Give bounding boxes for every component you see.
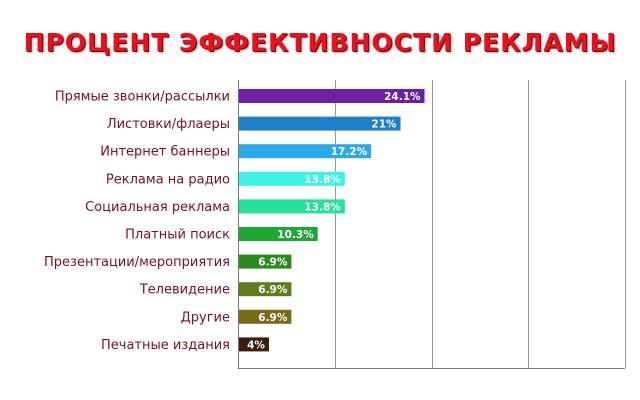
category-label-8: Другие (181, 310, 230, 325)
data-label-9: 4% (247, 339, 265, 351)
bar-6 (239, 254, 292, 269)
category-label-7: Телевидение (139, 283, 230, 298)
bar-9 (239, 337, 269, 352)
data-label-1: 21% (371, 119, 397, 131)
data-label-3: 13.8% (304, 174, 341, 186)
bar-1 (239, 116, 401, 131)
bar-7 (239, 282, 292, 297)
data-label-5: 10.3% (277, 229, 314, 241)
category-label-0: Прямые звонки/рассылки (55, 90, 230, 105)
category-label-2: Интернет баннеры (100, 145, 230, 160)
bar-3 (239, 171, 345, 186)
chart-title: ПРОЦЕНТ ЭФФЕКТИВНОСТИ РЕКЛАМЫ (23, 28, 617, 57)
category-label-9: Печатные издания (101, 338, 230, 353)
data-label-7: 6.9% (258, 284, 288, 296)
category-label-5: Платный поиск (125, 228, 230, 243)
data-label-6: 6.9% (258, 257, 288, 269)
category-label-1: Листовки/флаеры (107, 117, 230, 132)
category-label-4: Социальная реклама (85, 200, 230, 215)
category-label-3: Реклама на радио (106, 172, 230, 187)
data-label-2: 17.2% (331, 146, 368, 158)
category-label-6: Презентации/мероприятия (44, 255, 230, 270)
data-label-8: 6.9% (258, 312, 288, 324)
bar-4 (239, 199, 345, 214)
data-label-4: 13.8% (304, 201, 341, 213)
data-label-0: 24.1% (384, 91, 421, 103)
bar-5 (239, 227, 318, 241)
bar-0 (239, 89, 425, 103)
bar-2 (239, 144, 372, 159)
bar-8 (239, 309, 292, 324)
